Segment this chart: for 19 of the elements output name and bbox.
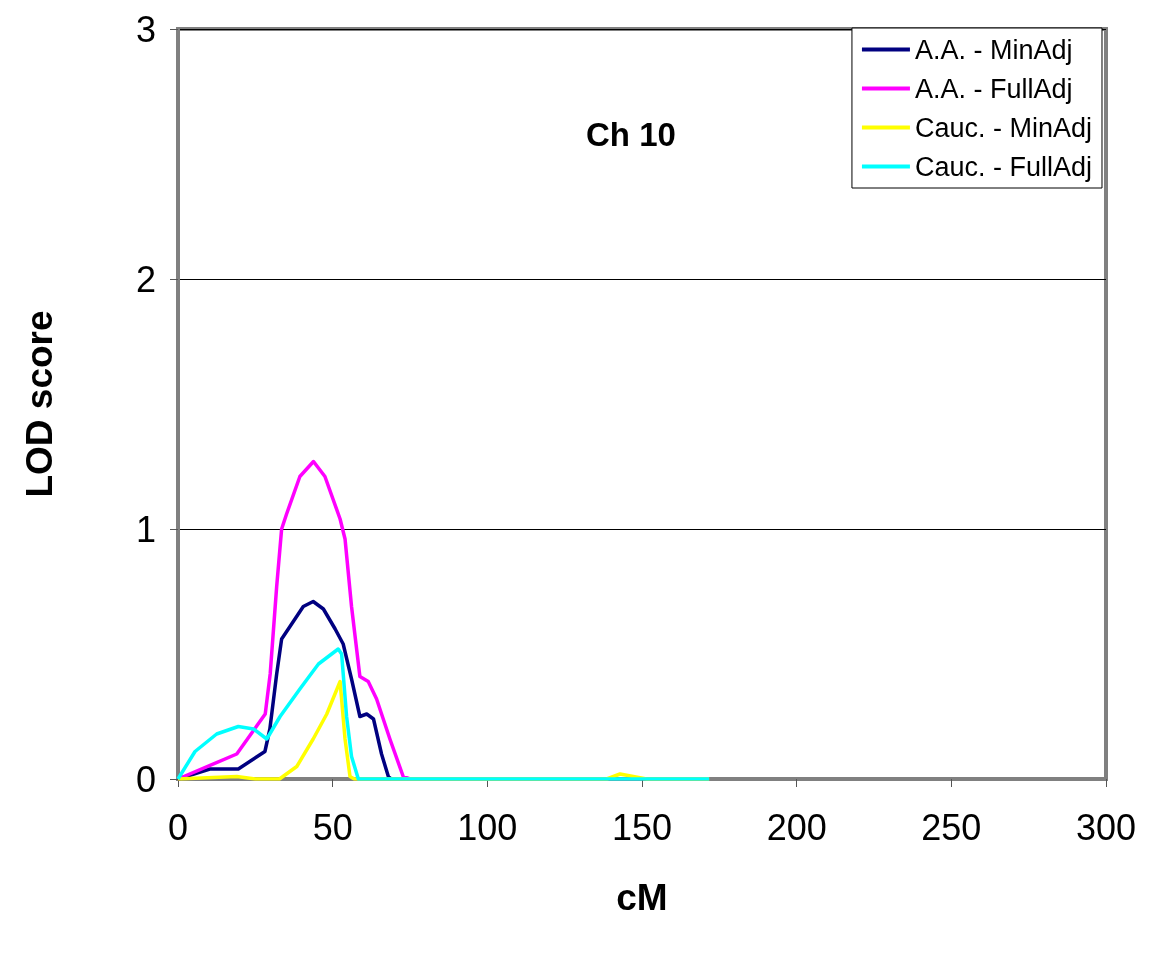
y-axis-title: LOD score (19, 310, 60, 498)
line-series (176, 647, 711, 781)
y-tick-label: 1 (135, 508, 156, 550)
legend-label: Cauc. - FullAdj (914, 151, 1093, 182)
legend-label: Cauc. - MinAdj (914, 112, 1093, 143)
y-tick-label: 3 (135, 8, 156, 50)
x-tick-label: 150 (611, 806, 673, 848)
x-tick-label: 300 (1075, 806, 1137, 848)
legend-label: A.A. - MinAdj (914, 34, 1073, 65)
x-tick-label: 0 (167, 806, 189, 848)
y-tick-label: 0 (135, 758, 156, 800)
x-tick-label: 250 (921, 806, 982, 848)
legend-label: A.A. - FullAdj (914, 73, 1073, 104)
x-tick-label: 200 (766, 806, 827, 848)
y-tick-label: 2 (135, 258, 156, 300)
x-tick-label: 50 (312, 806, 353, 848)
x-tick-label: 100 (457, 806, 518, 848)
x-axis-title: cM (616, 877, 668, 918)
annotation: Ch 10 (586, 116, 676, 153)
